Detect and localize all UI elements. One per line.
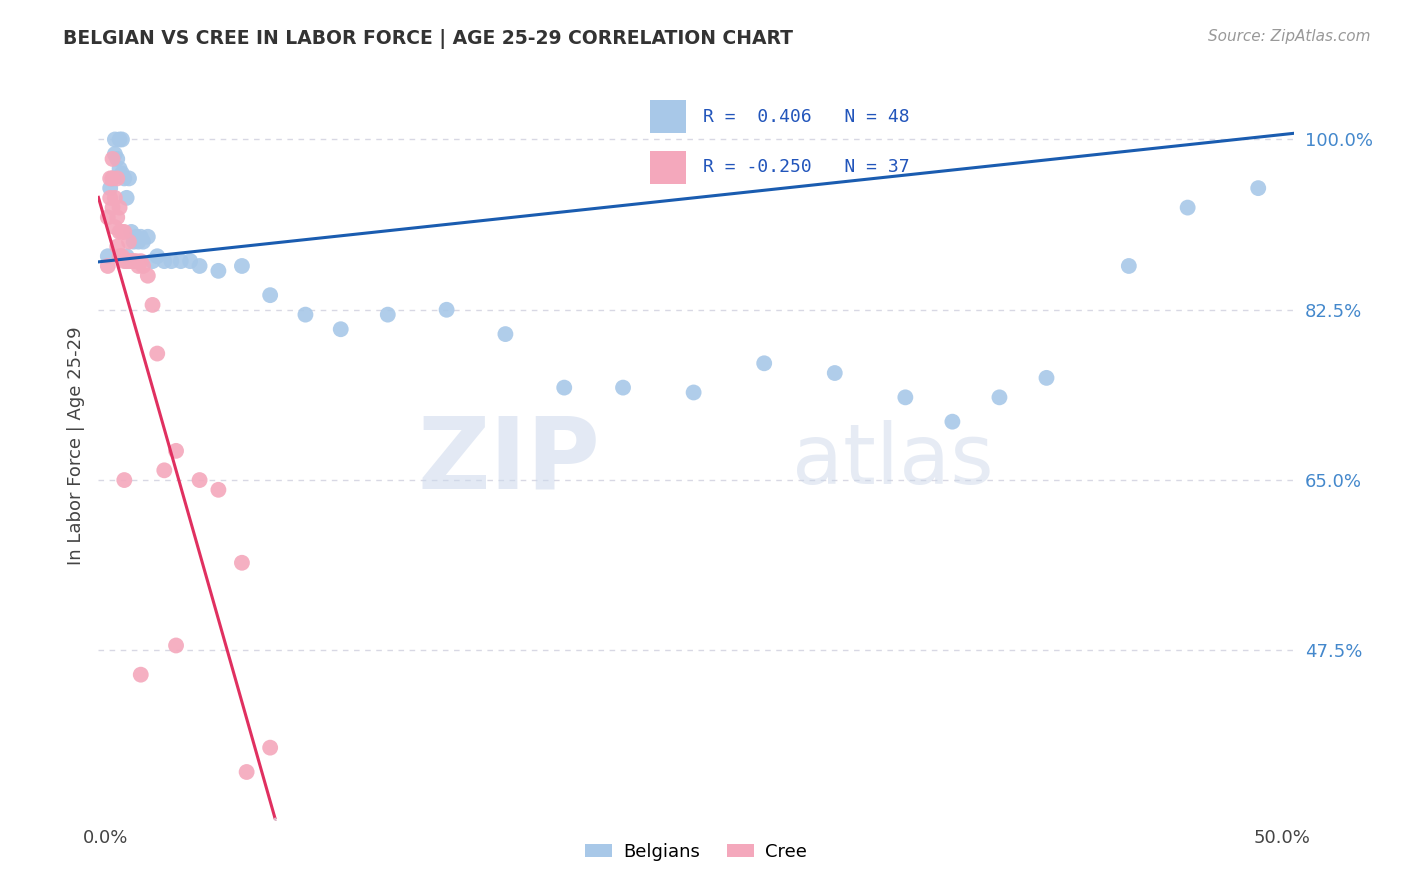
Point — [235, 764, 257, 779]
Point — [682, 385, 704, 400]
Point — [141, 254, 163, 268]
Point — [1118, 259, 1140, 273]
Point — [259, 288, 281, 302]
Point — [101, 201, 124, 215]
Point — [146, 346, 169, 360]
Point — [105, 239, 128, 253]
Point — [108, 249, 131, 263]
Text: ZIP: ZIP — [418, 412, 600, 509]
Point — [136, 268, 159, 283]
Point — [207, 483, 229, 497]
Point — [108, 161, 131, 176]
Point — [115, 249, 138, 263]
Point — [1177, 201, 1199, 215]
Point — [104, 147, 127, 161]
Point — [129, 667, 152, 681]
Point — [108, 132, 131, 146]
Point — [894, 390, 917, 404]
Point — [754, 356, 776, 370]
Point — [115, 254, 138, 268]
Text: R =  0.406   N = 48: R = 0.406 N = 48 — [703, 108, 910, 126]
Point — [122, 235, 145, 249]
Point — [125, 229, 148, 244]
Point — [160, 254, 183, 268]
Point — [136, 229, 159, 244]
Point — [132, 235, 155, 249]
Point — [98, 191, 121, 205]
Point — [104, 132, 127, 146]
Legend: Belgians, Cree: Belgians, Cree — [578, 836, 814, 868]
Point — [111, 167, 134, 181]
Point — [112, 254, 135, 268]
Point — [231, 556, 253, 570]
Text: Source: ZipAtlas.com: Source: ZipAtlas.com — [1208, 29, 1371, 44]
Point — [105, 152, 128, 166]
Point — [153, 254, 176, 268]
Point — [553, 381, 575, 395]
Point — [294, 308, 316, 322]
Point — [118, 235, 141, 249]
Point — [1247, 181, 1270, 195]
Point — [120, 254, 142, 268]
Point — [105, 171, 128, 186]
Point — [329, 322, 352, 336]
Point — [122, 254, 145, 268]
Point — [612, 381, 634, 395]
Point — [105, 211, 128, 225]
Point — [111, 132, 134, 146]
Point — [941, 415, 963, 429]
Point — [988, 390, 1011, 404]
Point — [118, 171, 141, 186]
Point — [824, 366, 846, 380]
Point — [104, 191, 127, 205]
Point — [132, 259, 155, 273]
Point — [129, 254, 152, 268]
Point — [120, 225, 142, 239]
Point — [112, 473, 135, 487]
Text: BELGIAN VS CREE IN LABOR FORCE | AGE 25-29 CORRELATION CHART: BELGIAN VS CREE IN LABOR FORCE | AGE 25-… — [63, 29, 793, 48]
Point — [108, 225, 131, 239]
Point — [165, 639, 187, 653]
Point — [494, 327, 516, 342]
Point — [179, 254, 201, 268]
Text: atlas: atlas — [792, 420, 993, 501]
Point — [97, 211, 120, 225]
Point — [111, 249, 134, 263]
Point — [112, 171, 135, 186]
Point — [101, 152, 124, 166]
Point — [170, 254, 193, 268]
Point — [118, 254, 141, 268]
Point — [141, 298, 163, 312]
Point — [377, 308, 399, 322]
Point — [111, 225, 134, 239]
Text: R = -0.250   N = 37: R = -0.250 N = 37 — [703, 158, 910, 176]
Point — [188, 259, 211, 273]
Point — [112, 225, 135, 239]
Point — [165, 443, 187, 458]
Point — [108, 201, 131, 215]
Point — [97, 249, 120, 263]
Point — [153, 463, 176, 477]
Y-axis label: In Labor Force | Age 25-29: In Labor Force | Age 25-29 — [66, 326, 84, 566]
Point — [188, 473, 211, 487]
Point — [101, 171, 124, 186]
Point — [207, 264, 229, 278]
Point — [98, 181, 121, 195]
Point — [101, 171, 124, 186]
Point — [115, 191, 138, 205]
Point — [1035, 371, 1057, 385]
Point — [231, 259, 253, 273]
Point — [125, 254, 148, 268]
Point — [146, 249, 169, 263]
Point — [129, 229, 152, 244]
Point — [97, 259, 120, 273]
Point — [127, 235, 149, 249]
Point — [104, 220, 127, 235]
Point — [98, 171, 121, 186]
Point — [259, 740, 281, 755]
FancyBboxPatch shape — [650, 101, 686, 133]
Point — [436, 302, 458, 317]
Point — [127, 259, 149, 273]
FancyBboxPatch shape — [650, 151, 686, 184]
